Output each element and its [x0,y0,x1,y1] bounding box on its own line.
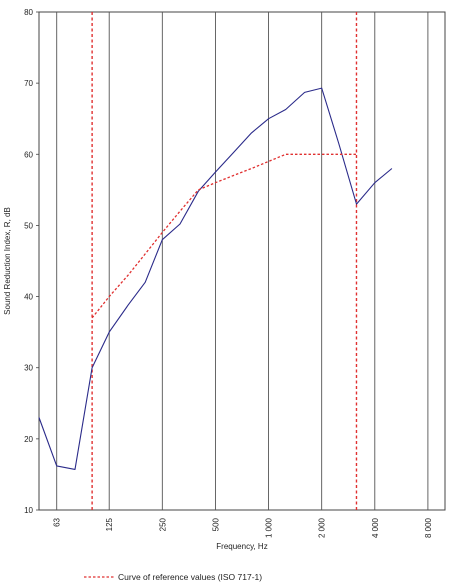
reference-limit-lines [91,12,358,510]
measured-curve [38,87,393,470]
x-tick-label: 250 [158,517,167,531]
x-tick-label: 1 000 [265,517,274,538]
x-tick-label: 125 [105,517,114,531]
y-tick-label: 50 [24,221,33,230]
y-tick-labels: 10 20 30 40 50 60 70 80 [24,8,39,515]
series-lines [38,87,393,470]
y-tick-label: 40 [24,293,33,302]
x-tick-label: 8 000 [424,517,433,538]
x-tick-label: 500 [211,517,220,531]
y-tick-label: 80 [24,8,33,17]
y-tick-label: 10 [24,506,33,515]
y-tick-label: 20 [24,435,33,444]
y-axis-title: Sound Reduction Index, R, dB [3,207,12,315]
x-tick-label: 2 000 [318,517,327,538]
x-tick-labels: 63 125 250 500 1 000 2 000 4 000 8 000 [53,517,433,538]
reference-curve [91,153,357,319]
y-tick-label: 70 [24,79,33,88]
plot-frame [38,11,446,511]
legend-label: Curve of reference values (ISO 717-1) [118,572,262,582]
x-tick-label: 63 [53,517,62,526]
gridlines [56,12,429,510]
y-tick-label: 60 [24,150,33,159]
legend: Curve of reference values (ISO 717-1) [84,572,262,582]
x-axis-title: Frequency, Hz [216,542,267,551]
x-tick-label: 4 000 [371,517,380,538]
y-tick-label: 30 [24,364,33,373]
